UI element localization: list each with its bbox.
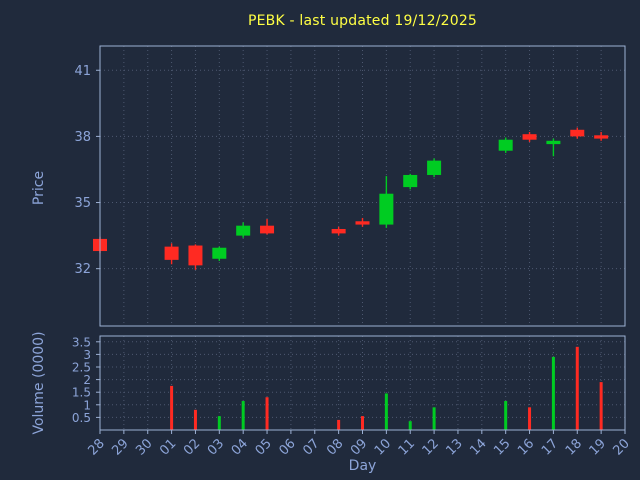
candle-body <box>236 225 251 236</box>
volume-bar <box>528 407 532 430</box>
volume-bar <box>432 407 436 430</box>
volume-bar <box>575 346 579 430</box>
candles-layer <box>93 127 609 270</box>
x-tick-label: 05 <box>253 436 275 458</box>
candle-body <box>427 160 442 175</box>
volume-tick-label: 3.5 <box>72 335 91 349</box>
volume-tick-label: 0.5 <box>72 411 91 425</box>
x-tick-label: 12 <box>420 436 442 458</box>
volume-bar <box>384 393 388 430</box>
candle-body <box>403 174 418 188</box>
x-tick-label: 09 <box>348 436 370 458</box>
price-tick-label: 35 <box>74 196 91 211</box>
x-tick-label: 19 <box>587 436 609 458</box>
x-tick-label: 28 <box>86 436 108 458</box>
candle-body <box>498 139 513 151</box>
volume-layer <box>170 346 603 430</box>
candle-body <box>260 225 275 234</box>
volume-tick-label: 2 <box>83 373 91 387</box>
volume-bar <box>361 416 364 430</box>
volume-bar <box>504 401 508 430</box>
candle-body <box>594 135 609 139</box>
volume-bar <box>217 416 221 430</box>
volume-bar <box>170 385 174 430</box>
x-tick-label: 29 <box>109 436 131 458</box>
volume-bar <box>599 382 603 430</box>
volume-panel-frame <box>99 335 626 431</box>
x-tick-label: 03 <box>205 436 227 458</box>
x-tick-label: 10 <box>372 436 394 458</box>
price-tick-label: 32 <box>74 262 91 277</box>
x-tick-label: 02 <box>181 436 203 458</box>
x-tick-label: 11 <box>396 436 418 458</box>
volume-bar <box>241 401 245 430</box>
volume-tick-label: 1.5 <box>72 386 91 400</box>
volume-tick-label: 3 <box>83 348 91 362</box>
tick-marks <box>96 69 626 434</box>
candle-body <box>570 129 585 137</box>
x-tick-label: 17 <box>539 436 561 458</box>
x-tick-label: 14 <box>467 436 489 458</box>
x-tick-label: 04 <box>229 436 251 458</box>
x-tick-label: 06 <box>276 436 298 458</box>
candle-body <box>379 193 394 225</box>
x-tick-label: 15 <box>491 436 513 458</box>
candle-body <box>212 247 227 259</box>
x-tick-label: 18 <box>563 436 585 458</box>
volume-tick-label: 1 <box>83 398 91 412</box>
candle-body <box>355 221 370 225</box>
price-tick-label: 38 <box>74 130 91 145</box>
x-tick-label: 30 <box>133 436 155 458</box>
x-tick-label: 07 <box>300 436 322 458</box>
x-tick-label: 13 <box>443 436 465 458</box>
volume-bar <box>551 356 555 430</box>
x-axis-label: Day <box>348 458 377 474</box>
x-tick-label: 01 <box>157 436 179 458</box>
chart-title: PEBK - last updated 19/12/2025 <box>247 13 478 29</box>
price-panel-frame <box>99 45 626 327</box>
x-tick-label: 16 <box>515 436 537 458</box>
volume-bar <box>337 419 341 430</box>
candle-body <box>164 246 179 260</box>
grid-layer <box>99 46 626 430</box>
price-tick-label: 41 <box>74 64 91 79</box>
x-tick-label: 20 <box>611 436 633 458</box>
candle-body <box>188 245 203 266</box>
candle-body <box>331 228 346 234</box>
candle-body <box>522 134 537 140</box>
volume-bar <box>265 397 269 430</box>
volume-bar <box>408 421 412 430</box>
volume-bar <box>193 409 197 430</box>
volume-tick-label: 2.5 <box>72 360 91 374</box>
candle-body <box>546 140 561 145</box>
x-tick-label: 08 <box>324 436 346 458</box>
